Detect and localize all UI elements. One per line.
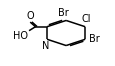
Text: Br: Br [58, 8, 69, 18]
Text: N: N [42, 41, 49, 51]
Text: HO: HO [13, 31, 28, 41]
Text: Cl: Cl [81, 14, 90, 24]
Text: O: O [26, 11, 34, 21]
Text: Br: Br [88, 34, 99, 44]
